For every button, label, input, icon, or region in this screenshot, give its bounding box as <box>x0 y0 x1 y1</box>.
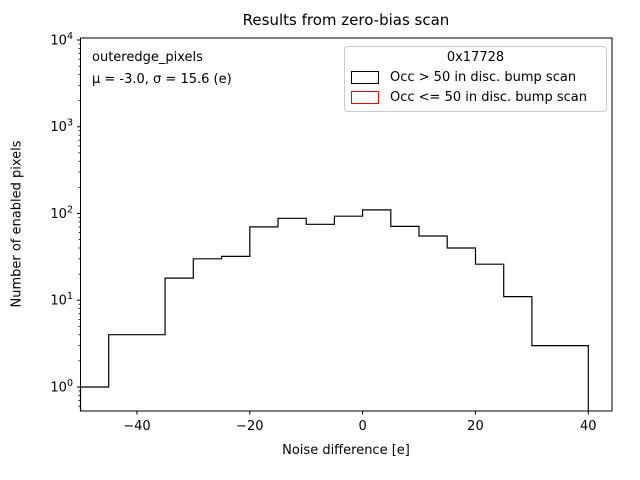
histogram-step-line <box>79 209 589 411</box>
legend-entry: Occ <= 50 in disc. bump scan <box>345 87 606 107</box>
legend-label: Occ > 50 in disc. bump scan <box>390 69 577 85</box>
legend-entry: Occ > 50 in disc. bump scan <box>345 67 606 87</box>
legend-swatch-black-outline <box>351 70 379 84</box>
annotation-dataset-label: outeredge_pixels <box>92 50 203 65</box>
x-tick-label: −40 <box>123 419 150 434</box>
x-tick-label: 40 <box>580 419 597 434</box>
y-tick-label: 101 <box>50 291 73 309</box>
legend-title: 0x17728 <box>446 50 505 65</box>
x-tick-label: 20 <box>467 419 484 434</box>
chart-title: Results from zero-bias scan <box>242 11 450 29</box>
stats-annotation: outeredge_pixels μ = -3.0, σ = 15.6 (e) <box>92 47 232 91</box>
x-tick-label: −20 <box>236 419 263 434</box>
y-tick-label: 104 <box>50 31 73 49</box>
axes-frame <box>80 37 613 412</box>
y-tick-label: 100 <box>50 378 73 396</box>
legend-swatch-red-outline <box>351 90 379 104</box>
legend: 0x17728 Occ > 50 in disc. bump scan Occ … <box>344 46 607 112</box>
annotation-stats-line: μ = -3.0, σ = 15.6 (e) <box>92 72 232 87</box>
x-axis-label: Noise difference [e] <box>282 443 410 458</box>
y-tick-label: 102 <box>50 204 73 222</box>
y-tick-label: 103 <box>50 118 73 136</box>
x-tick-label: 0 <box>358 419 366 434</box>
legend-label: Occ <= 50 in disc. bump scan <box>390 89 587 105</box>
